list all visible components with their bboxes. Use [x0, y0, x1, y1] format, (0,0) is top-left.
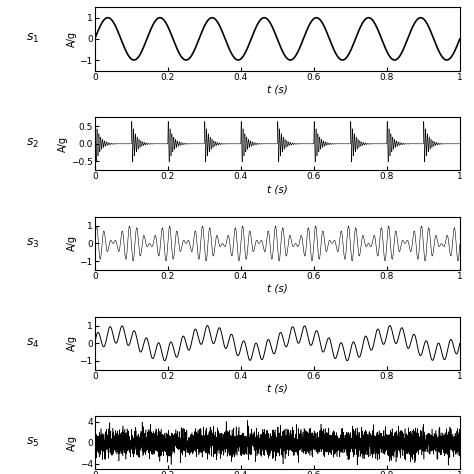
X-axis label: t (s): t (s) [267, 383, 288, 393]
X-axis label: t (s): t (s) [267, 284, 288, 294]
Y-axis label: A/g: A/g [67, 31, 77, 47]
Text: $s_5$: $s_5$ [26, 436, 39, 449]
X-axis label: t (s): t (s) [267, 184, 288, 194]
Text: $s_1$: $s_1$ [26, 32, 39, 46]
Y-axis label: A/g: A/g [67, 435, 77, 451]
Y-axis label: A/g: A/g [58, 136, 68, 152]
Text: $s_2$: $s_2$ [26, 137, 39, 150]
Y-axis label: A/g: A/g [67, 236, 77, 252]
Text: $s_3$: $s_3$ [26, 237, 39, 250]
Text: $s_4$: $s_4$ [26, 337, 39, 350]
X-axis label: t (s): t (s) [267, 84, 288, 94]
Y-axis label: A/g: A/g [67, 335, 77, 351]
